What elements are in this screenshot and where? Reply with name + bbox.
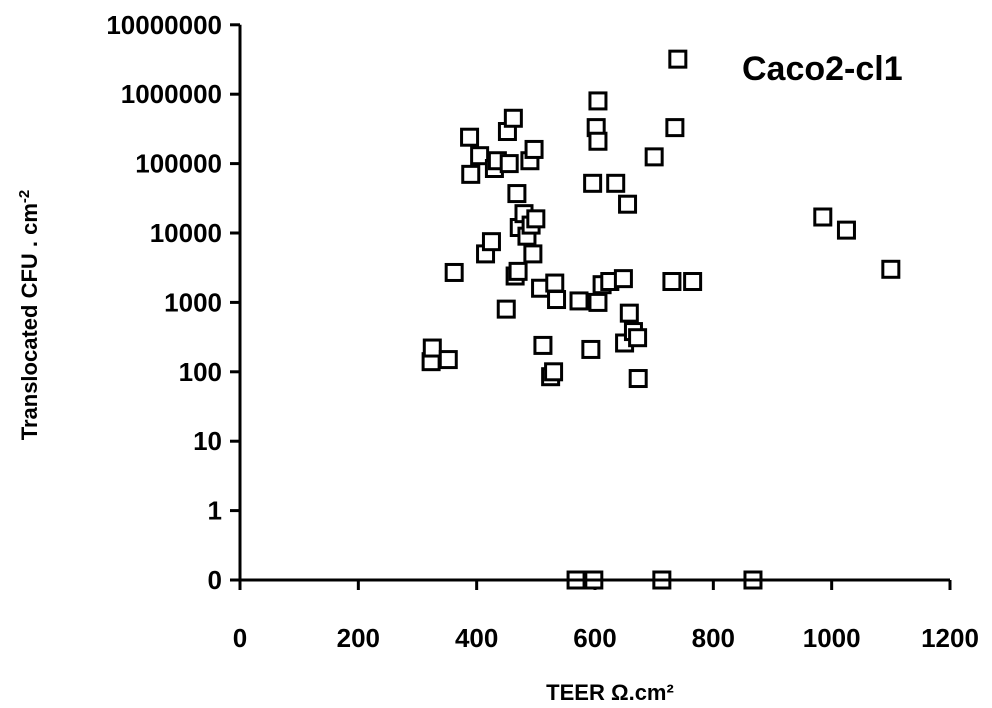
scatter-point: [665, 118, 685, 138]
scatter-point: [470, 146, 490, 166]
scatter-point: [668, 49, 688, 69]
scatter-point: [628, 328, 648, 348]
y-axis-title-main: Translocated CFU . cm: [17, 203, 42, 440]
y-tick-label: 10000000: [106, 10, 222, 40]
scatter-point: [644, 147, 664, 167]
y-tick-label: 1: [208, 496, 222, 526]
x-tick-label: 0: [233, 623, 247, 653]
scatter-point: [588, 91, 608, 111]
data-points: [421, 49, 901, 590]
y-axis-title: Translocated CFU . cm-2: [16, 190, 42, 441]
x-tick-label: 1000: [803, 623, 861, 653]
scatter-point: [588, 131, 608, 151]
scatter-point: [496, 299, 516, 319]
scatter-point: [508, 261, 528, 281]
scatter-point: [503, 108, 523, 128]
scatter-point: [606, 173, 626, 193]
x-axis-title: TEER Ω.cm²: [546, 680, 674, 705]
scatter-point: [526, 209, 546, 229]
scatter-point: [507, 184, 527, 204]
y-axis-ticks: 0 1 10 100 1000 10000 100000 1000000 10000000: [106, 10, 240, 595]
scatter-point: [618, 194, 638, 214]
scatter-point: [444, 262, 464, 282]
scatter-point: [547, 290, 567, 310]
y-tick-label: 0: [208, 565, 222, 595]
scatter-point: [533, 335, 553, 355]
scatter-point: [545, 273, 565, 293]
y-tick-label: 10000: [150, 218, 222, 248]
scatter-point: [523, 244, 543, 264]
scatter-point: [499, 154, 519, 174]
y-tick-label: 1000: [164, 287, 222, 317]
scatter-point: [628, 369, 648, 389]
scatter-point: [881, 259, 901, 279]
x-tick-label: 800: [692, 623, 735, 653]
scatter-point: [544, 362, 564, 382]
y-axis-title-superscript: -2: [16, 190, 33, 203]
scatter-point: [613, 269, 633, 289]
scatter-point: [422, 338, 442, 358]
y-tick-label: 100000: [135, 149, 222, 179]
y-tick-label: 1000000: [121, 79, 222, 109]
scatter-point: [524, 139, 544, 159]
scatter-point: [569, 291, 589, 311]
scatter-point: [619, 303, 639, 323]
y-tick-label: 100: [179, 357, 222, 387]
y-tick-label: 10: [193, 426, 222, 456]
scatter-point: [813, 207, 833, 227]
scatter-point: [481, 232, 501, 252]
scatter-point: [438, 350, 458, 370]
scatter-point: [581, 339, 601, 359]
x-tick-label: 1200: [921, 623, 979, 653]
x-tick-label: 600: [573, 623, 616, 653]
x-axis-ticks: 0 200 400 600 800 1000 1200: [233, 580, 979, 653]
scatter-point: [460, 127, 480, 147]
x-tick-label: 200: [337, 623, 380, 653]
scatter-point: [583, 173, 603, 193]
scatter-point: [836, 220, 856, 240]
x-tick-label: 400: [455, 623, 498, 653]
chart-annotation: Caco2-cl1: [742, 50, 903, 88]
scatter-point: [588, 292, 608, 312]
scatter-point: [461, 164, 481, 184]
scatter-point: [683, 272, 703, 292]
scatter-point: [662, 272, 682, 292]
